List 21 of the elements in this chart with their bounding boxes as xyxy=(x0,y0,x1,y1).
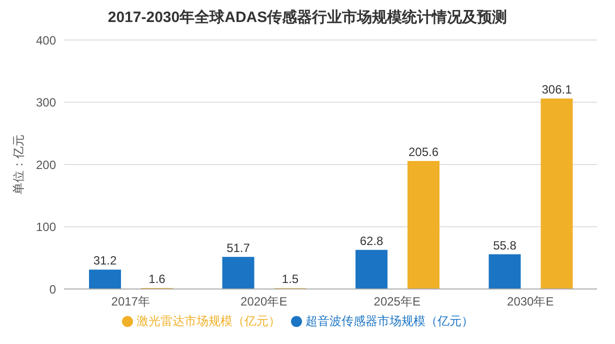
y-tick-label: 0 xyxy=(49,282,56,296)
x-tick-label: 2017年 xyxy=(111,294,150,309)
legend-label: 超音波传感器市场规模（亿元） xyxy=(306,314,474,328)
legend-label: 激光雷达市场规模（亿元） xyxy=(136,314,280,328)
data-label: 306.1 xyxy=(542,82,572,96)
data-label: 51.7 xyxy=(226,240,250,255)
data-label: 205.6 xyxy=(408,145,439,160)
data-label: 62.8 xyxy=(360,234,384,248)
x-tick-label: 2020年E xyxy=(240,294,288,309)
data-label: 55.8 xyxy=(493,238,517,252)
y-tick-label: 300 xyxy=(36,96,56,110)
x-tick-label: 2030年E xyxy=(507,294,554,309)
chart-title: 2017-2030年全球ADAS传感器行业市场规模统计情况及预测 xyxy=(106,8,508,28)
data-label: 31.2 xyxy=(93,254,117,268)
y-tick-label: 400 xyxy=(36,33,56,48)
data-label: 1.6 xyxy=(148,272,166,286)
y-tick-label: 100 xyxy=(36,220,56,234)
y-tick-label: 200 xyxy=(36,158,56,172)
y-axis-title: 单位：亿元 xyxy=(11,134,26,194)
x-tick-label: 2025年E xyxy=(374,294,420,309)
data-label: 1.5 xyxy=(282,272,299,286)
